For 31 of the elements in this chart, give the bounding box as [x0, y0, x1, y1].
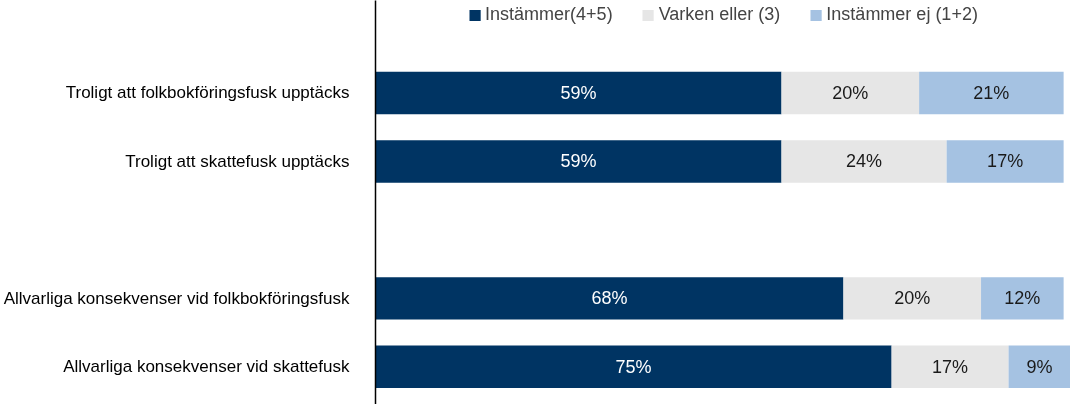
data-label: 21% [973, 82, 1010, 103]
data-label: 24% [846, 151, 883, 172]
bar [781, 140, 947, 183]
data-label: 59% [560, 82, 597, 103]
data-label: 17% [932, 356, 969, 377]
bar [375, 345, 892, 389]
data-label: 9% [1026, 356, 1053, 377]
data-label: 17% [987, 151, 1024, 172]
data-label: 12% [1004, 288, 1041, 309]
bar [919, 71, 1064, 115]
legend-label: Instämmer ej (1+2) [826, 4, 978, 25]
bar [981, 277, 1064, 320]
data-label: 20% [894, 288, 931, 309]
bar [946, 140, 1064, 183]
bar [375, 71, 782, 115]
bar [375, 277, 844, 320]
data-label: 75% [615, 356, 652, 377]
legend-label: Instämmer(4+5) [485, 4, 613, 25]
bar [781, 71, 920, 115]
data-label: 20% [832, 82, 869, 103]
data-label: 59% [560, 151, 597, 172]
bar [375, 140, 782, 183]
y-tick-label: Troligt att folkbokföringsfusk upptäcks [65, 83, 350, 103]
legend-label: Varken eller (3) [658, 4, 781, 25]
bar [891, 345, 1009, 389]
y-tick-label: Allvarliga konsekvenser vid folkbokföringsfusk [3, 288, 350, 308]
y-tick-label: Troligt att skattefusk upptäcks [125, 151, 350, 171]
bar [1008, 345, 1070, 389]
bar [843, 277, 982, 320]
y-tick-label: Allvarliga konsekvenser vid skattefusk [63, 357, 350, 377]
data-label: 68% [591, 288, 628, 309]
